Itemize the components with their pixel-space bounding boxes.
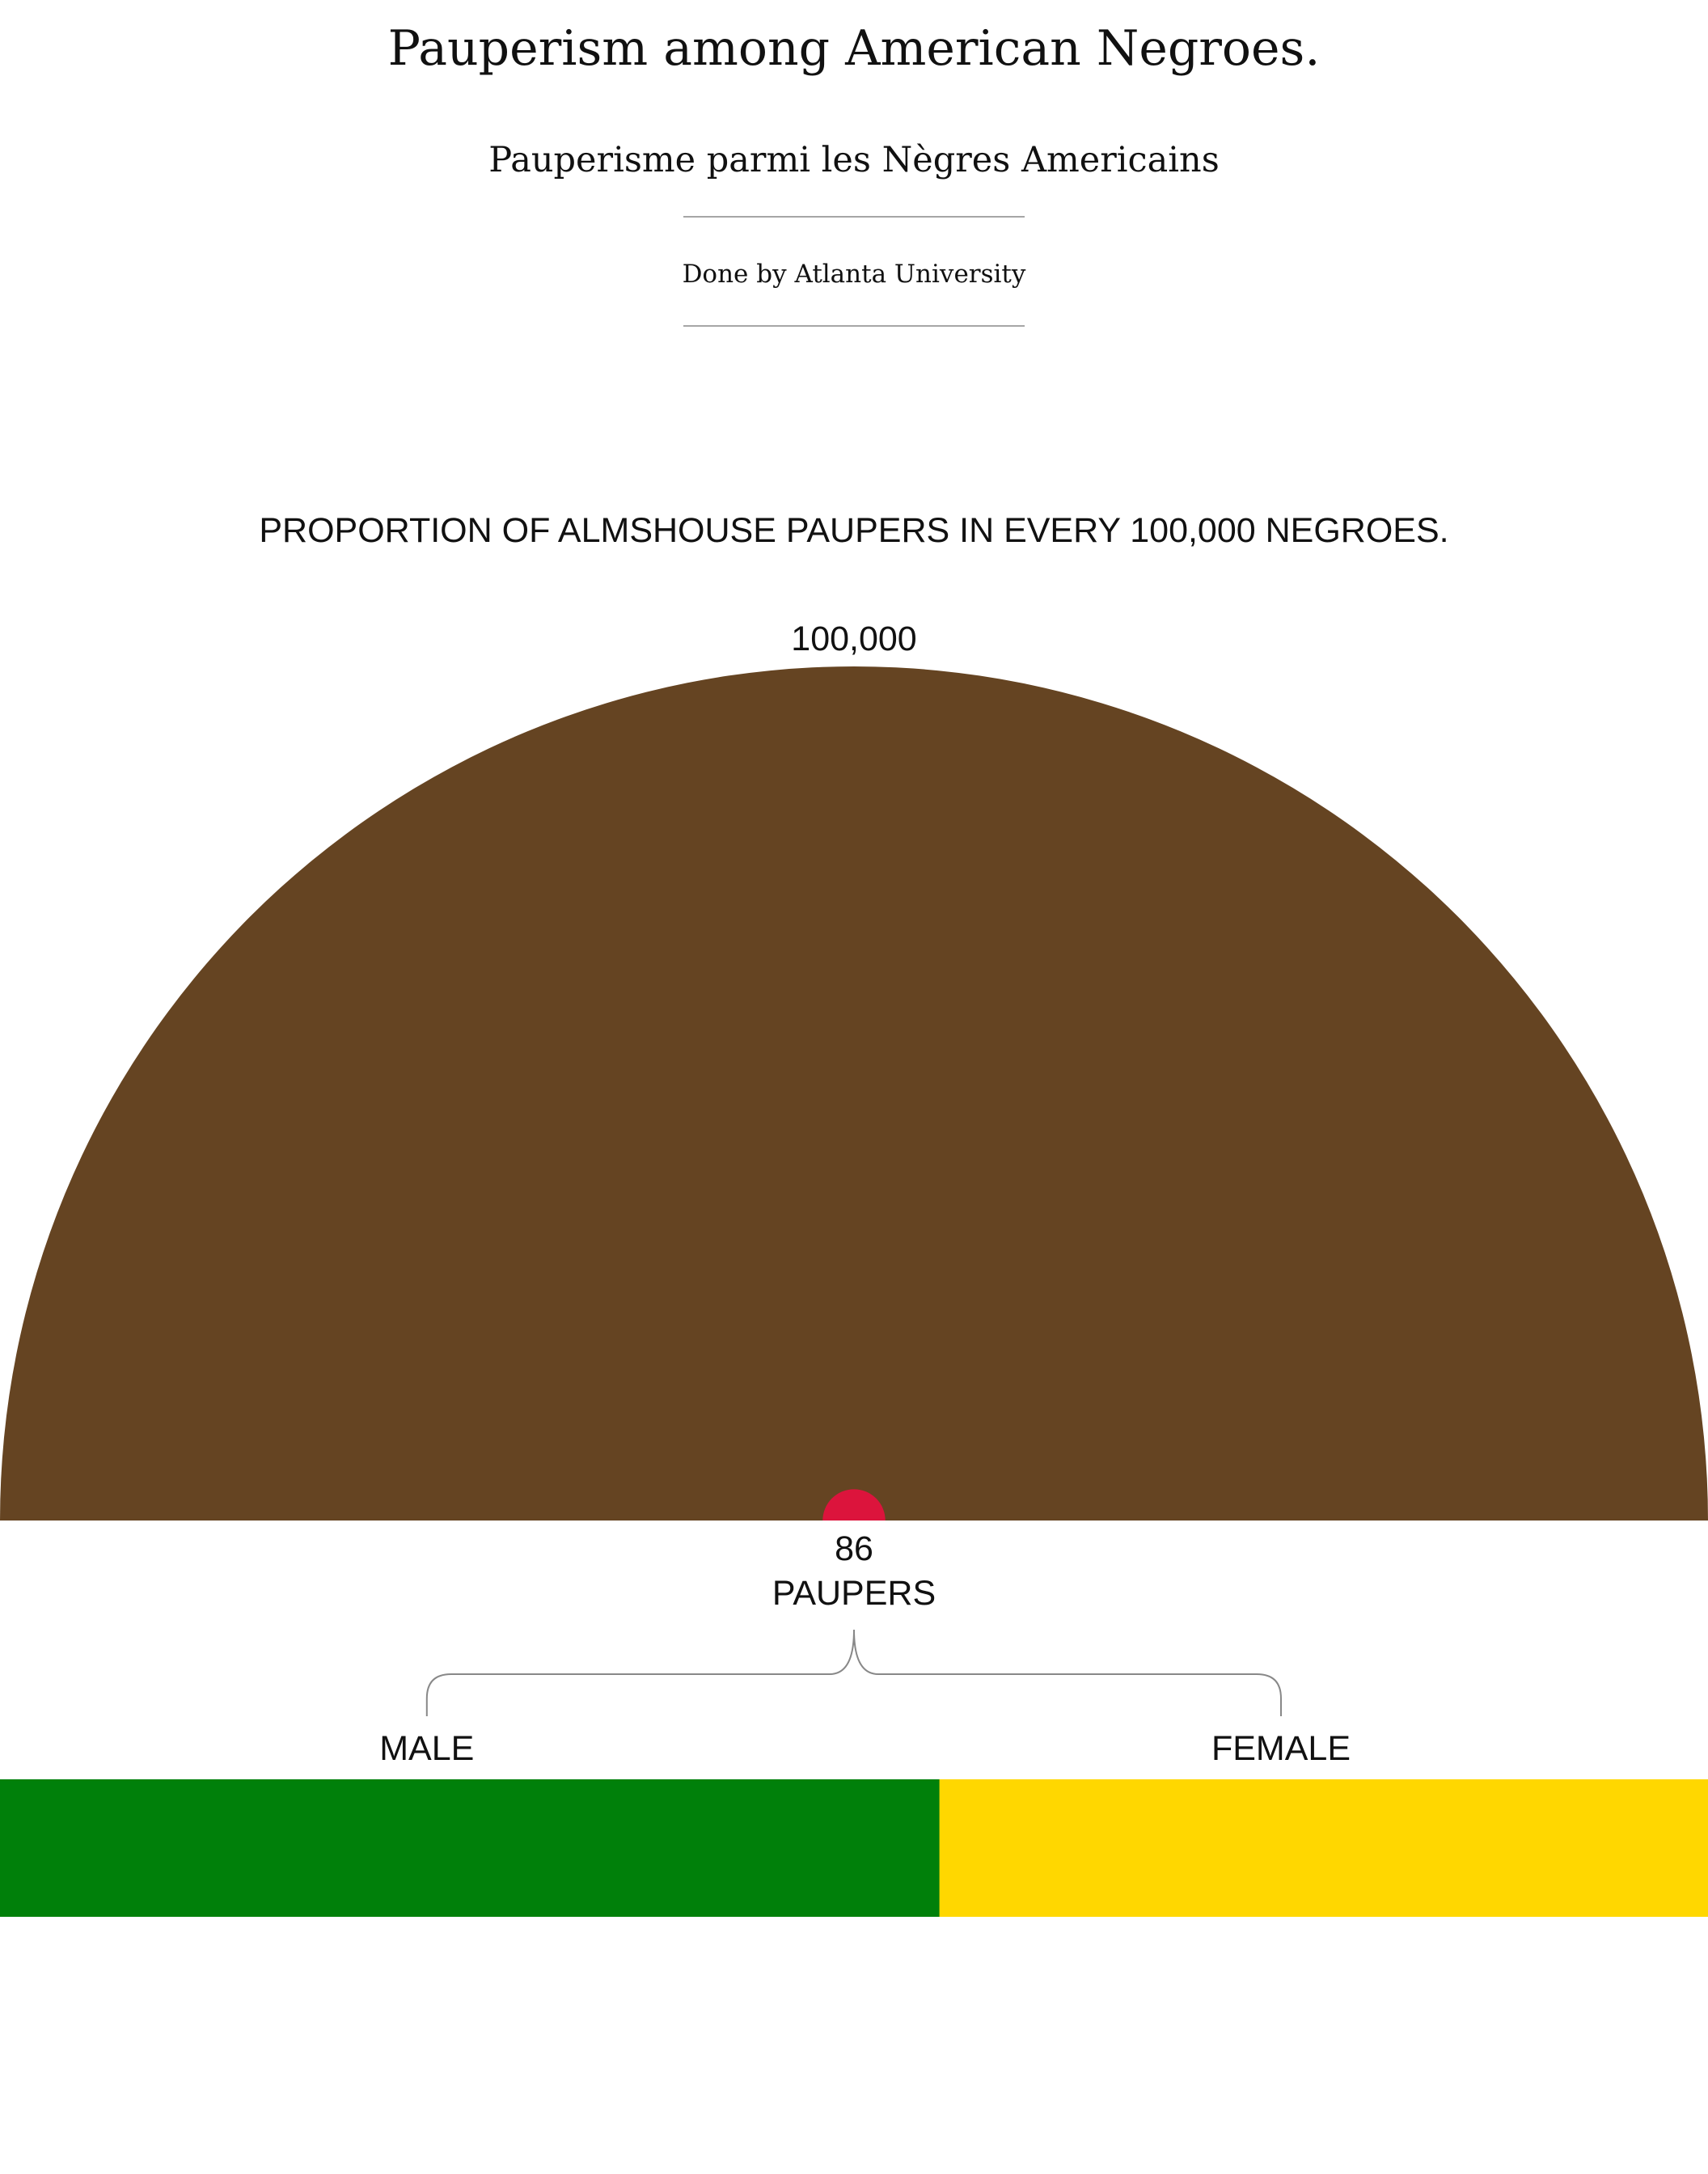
male-bar xyxy=(0,1779,941,1917)
paupers-semicircle xyxy=(822,1489,886,1521)
paupers-label: PAUPERS xyxy=(772,1574,936,1613)
page-title: Pauperism among American Negroes. xyxy=(387,20,1321,77)
chart-title: PROPORTION OF ALMSHOUSE PAUPERS IN EVERY… xyxy=(259,511,1449,550)
total-semicircle xyxy=(0,666,1708,1521)
male-label: MALE xyxy=(379,1729,474,1768)
total-value-label: 100,000 xyxy=(791,620,916,658)
page-subtitle: Pauperisme parmi les Nègres Americains xyxy=(488,140,1220,180)
female-bar xyxy=(939,1779,1708,1917)
credit-text: Done by Atlanta University xyxy=(682,260,1026,289)
paupers-value-label: 86 xyxy=(835,1529,873,1568)
divider-bottom xyxy=(683,325,1025,327)
breakdown-brace xyxy=(425,1629,1282,1716)
divider-top xyxy=(683,216,1025,218)
female-label: FEMALE xyxy=(1211,1729,1351,1768)
